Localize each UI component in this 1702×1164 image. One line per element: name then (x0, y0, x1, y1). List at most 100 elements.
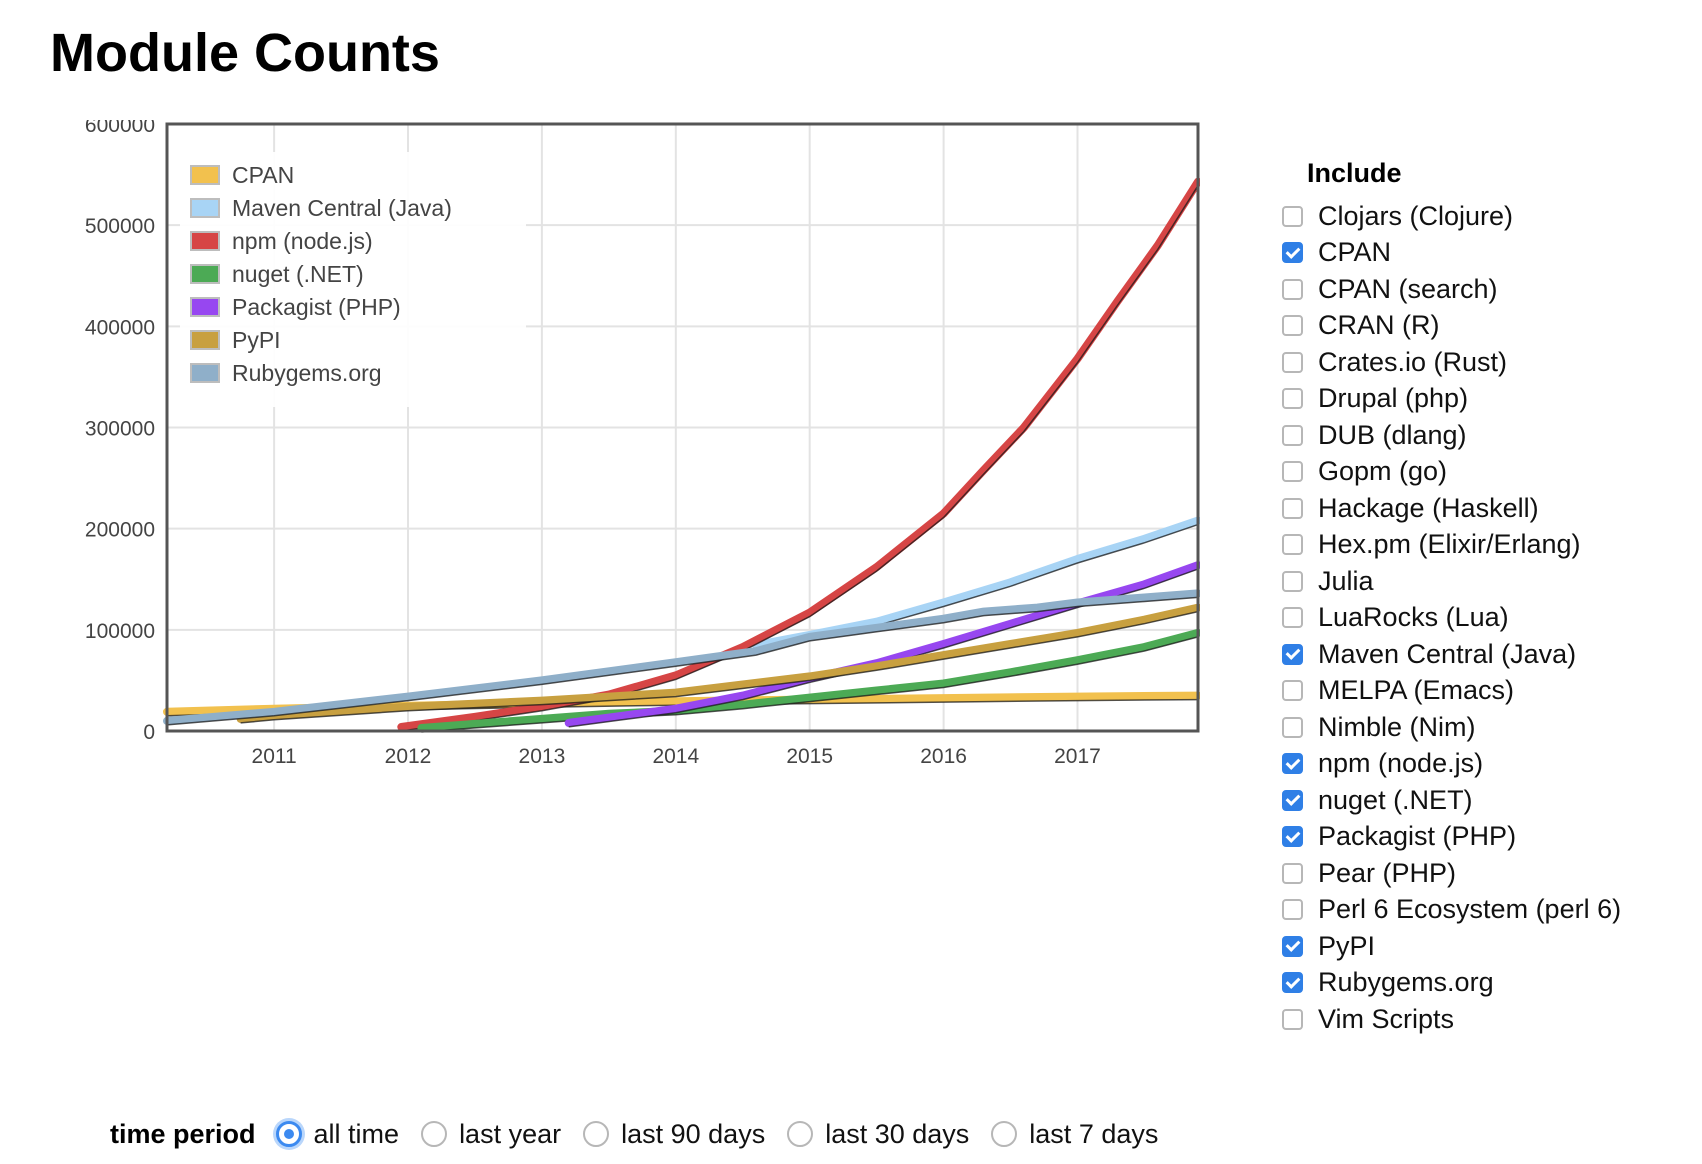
include-option[interactable]: nuget (.NET) (1282, 782, 1621, 819)
time-period-option[interactable]: last 30 days (787, 1119, 969, 1150)
include-option[interactable]: CPAN (search) (1282, 271, 1621, 308)
legend-swatch (190, 330, 220, 350)
y-tick-label: 400000 (85, 316, 155, 339)
include-title: Include (1307, 158, 1402, 188)
time-period-selector: time period all time last year last 90 day… (110, 1114, 1180, 1154)
x-tick-label: 2013 (519, 745, 566, 768)
time-period-option[interactable]: last 7 days (991, 1119, 1158, 1150)
radio-selected[interactable] (275, 1121, 302, 1147)
legend-swatch (190, 198, 220, 218)
include-option-label: Maven Central (Java) (1318, 638, 1577, 669)
legend-label: npm (node.js) (232, 227, 373, 254)
checkbox-checked[interactable] (1282, 935, 1303, 957)
series-trend-line (166, 596, 1199, 726)
checkbox[interactable] (1282, 351, 1303, 373)
include-option-label: CRAN (R) (1318, 310, 1440, 341)
x-tick-label: 2017 (1054, 745, 1101, 768)
time-period-option-label: last year (459, 1118, 562, 1149)
legend-label: nuget (.NET) (232, 260, 364, 287)
series-trend-line (421, 636, 1199, 733)
checkbox[interactable] (1282, 497, 1303, 519)
time-period-option[interactable]: last 90 days (583, 1119, 765, 1150)
legend-label: Maven Central (Java) (232, 194, 452, 221)
x-tick-label: 2014 (652, 745, 699, 768)
checkbox-checked[interactable] (1282, 789, 1303, 811)
time-period-option-label: last 7 days (1029, 1118, 1159, 1149)
include-option-label: Drupal (php) (1318, 383, 1469, 414)
checkbox[interactable] (1282, 680, 1303, 702)
include-option[interactable]: MELPA (Emacs) (1282, 673, 1621, 710)
checkbox[interactable] (1282, 570, 1303, 592)
checkbox-checked[interactable] (1282, 753, 1303, 775)
time-period-option-label: last 90 days (621, 1118, 766, 1149)
include-option[interactable]: LuaRocks (Lua) (1282, 600, 1621, 637)
x-tick-label: 2015 (786, 745, 833, 768)
include-option[interactable]: Crates.io (Rust) (1282, 344, 1621, 381)
include-option[interactable]: Clojars (Clojure) (1282, 198, 1621, 235)
series-line (163, 589, 1200, 725)
legend-swatch (190, 264, 220, 284)
include-option[interactable]: Pear (PHP) (1282, 855, 1621, 892)
series-trend-line (240, 610, 1199, 724)
checkbox[interactable] (1282, 315, 1303, 337)
checkbox[interactable] (1282, 899, 1303, 921)
include-panel: Include Clojars (Clojure) CPAN CPAN (searc… (1282, 158, 1621, 1038)
checkbox[interactable] (1282, 716, 1303, 738)
checkbox[interactable] (1282, 388, 1303, 410)
radio[interactable] (991, 1121, 1018, 1147)
include-option-label: npm (node.js) (1318, 748, 1484, 779)
series-trend-line (401, 185, 1199, 732)
radio[interactable] (583, 1121, 610, 1147)
include-option[interactable]: Julia (1282, 563, 1621, 600)
include-option[interactable]: Gopm (go) (1282, 454, 1621, 491)
include-option[interactable]: CPAN (1282, 235, 1621, 272)
checkbox-checked[interactable] (1282, 972, 1303, 994)
y-tick-label: 100000 (85, 620, 155, 643)
time-period-option[interactable]: all time (275, 1119, 399, 1150)
include-option[interactable]: Nimble (Nim) (1282, 709, 1621, 746)
include-option-label: MELPA (Emacs) (1318, 675, 1515, 706)
include-option[interactable]: DUB (dlang) (1282, 417, 1621, 454)
checkbox-checked[interactable] (1282, 242, 1303, 264)
include-option[interactable]: Packagist (PHP) (1282, 819, 1621, 856)
include-option[interactable]: Rubygems.org (1282, 965, 1621, 1002)
legend-swatch (190, 231, 220, 251)
include-option[interactable]: PyPI (1282, 928, 1621, 965)
checkbox[interactable] (1282, 205, 1303, 227)
include-option[interactable]: Perl 6 Ecosystem (perl 6) (1282, 892, 1621, 929)
include-option-label: Crates.io (Rust) (1318, 346, 1508, 377)
legend-entry: Maven Central (Java) (190, 193, 452, 223)
include-option-label: LuaRocks (Lua) (1318, 602, 1509, 633)
include-option-label: Vim Scripts (1318, 1003, 1455, 1034)
legend-entry: CPAN (190, 160, 294, 190)
y-tick-label: 500000 (85, 215, 155, 238)
series-line (236, 603, 1200, 723)
radio[interactable] (787, 1121, 814, 1147)
include-option-label: Perl 6 Ecosystem (perl 6) (1318, 894, 1622, 925)
include-option[interactable]: Vim Scripts (1282, 1001, 1621, 1038)
checkbox[interactable] (1282, 424, 1303, 446)
x-tick-label: 2011 (252, 745, 297, 768)
checkbox[interactable] (1282, 461, 1303, 483)
include-option[interactable]: Drupal (php) (1282, 381, 1621, 418)
checkbox[interactable] (1282, 862, 1303, 884)
legend-entry: PyPI (190, 325, 281, 355)
include-option[interactable]: Hackage (Haskell) (1282, 490, 1621, 527)
include-option-label: CPAN (search) (1318, 273, 1498, 304)
checkbox-checked[interactable] (1282, 643, 1303, 665)
include-option[interactable]: Maven Central (Java) (1282, 636, 1621, 673)
page-title: Module Counts (50, 23, 440, 83)
checkbox[interactable] (1282, 534, 1303, 556)
radio[interactable] (421, 1121, 448, 1147)
include-option[interactable]: Hex.pm (Elixir/Erlang) (1282, 527, 1621, 564)
legend-entry: nuget (.NET) (190, 259, 364, 289)
checkbox[interactable] (1282, 278, 1303, 300)
checkbox-checked[interactable] (1282, 826, 1303, 848)
include-option[interactable]: npm (node.js) (1282, 746, 1621, 783)
x-tick-label: 2016 (920, 745, 967, 768)
checkbox[interactable] (1282, 1008, 1303, 1030)
y-tick-label: 200000 (85, 519, 155, 542)
time-period-option[interactable]: last year (421, 1119, 561, 1150)
include-option[interactable]: CRAN (R) (1282, 308, 1621, 345)
checkbox[interactable] (1282, 607, 1303, 629)
